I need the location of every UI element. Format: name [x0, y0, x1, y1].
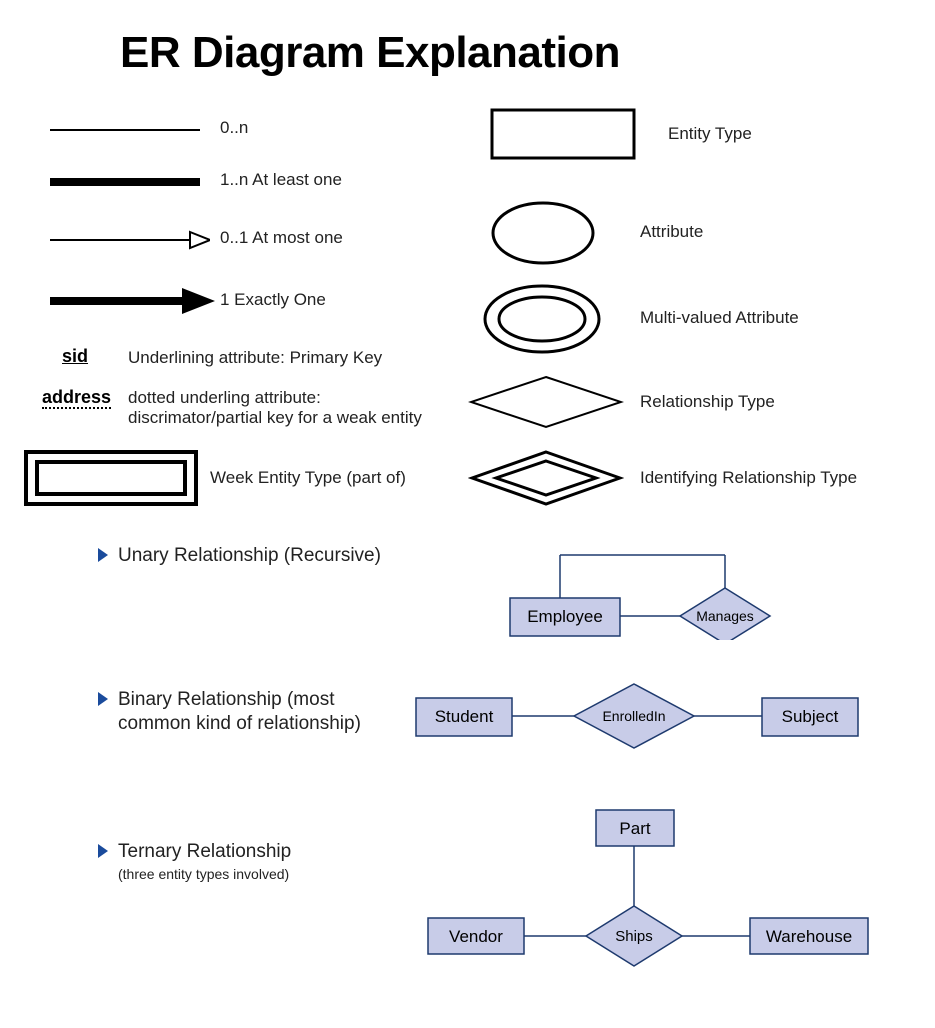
label-one: 1 Exactly One: [220, 290, 326, 310]
relationship-diamond-icon: [468, 374, 624, 430]
svg-text:Student: Student: [435, 707, 494, 726]
weak-entity-label: Week Entity Type (part of): [210, 468, 406, 488]
identifying-relationship-icon: [468, 448, 624, 508]
unary-diagram: Employee Manages: [460, 520, 780, 640]
unary-title: Unary Relationship (Recursive): [118, 544, 381, 568]
bullet-icon: [98, 844, 108, 858]
address-label-1: dotted underling attribute:: [128, 388, 422, 408]
line-zero-n-icon: [50, 120, 200, 140]
page-title: ER Diagram Explanation: [120, 28, 620, 78]
svg-text:Subject: Subject: [782, 707, 839, 726]
address-label-2: discrimator/partial key for a weak entit…: [128, 408, 422, 428]
arrow-zero-one-icon: [50, 228, 210, 252]
multi-attribute-label: Multi-valued Attribute: [640, 308, 799, 328]
binary-title-1: Binary Relationship (most: [118, 688, 361, 712]
svg-text:Warehouse: Warehouse: [766, 927, 852, 946]
binary-diagram: Student EnrolledIn Subject: [398, 676, 878, 756]
weak-entity-icon: [22, 448, 200, 508]
binary-title-2: common kind of relationship): [118, 712, 361, 736]
ternary-title: Ternary Relationship: [118, 840, 291, 864]
ternary-subtitle: (three entity types involved): [118, 866, 291, 882]
line-one-n-icon: [50, 172, 200, 192]
identifying-relationship-label: Identifying Relationship Type: [640, 468, 857, 488]
label-zero-one: 0..1 At most one: [220, 228, 343, 248]
label-one-n: 1..n At least one: [220, 170, 342, 190]
multi-attribute-ellipse-icon: [480, 282, 604, 356]
entity-rect-icon: [490, 108, 636, 160]
address-symbol: address: [42, 388, 111, 409]
sid-label: Underlining attribute: Primary Key: [128, 348, 382, 368]
sid-symbol: sid: [62, 346, 88, 367]
bullet-icon: [98, 692, 108, 706]
ternary-diagram: Part Vendor Ships Warehouse: [398, 796, 898, 986]
bullet-icon: [98, 548, 108, 562]
svg-text:Employee: Employee: [527, 607, 603, 626]
svg-text:Manages: Manages: [696, 608, 754, 624]
entity-label: Entity Type: [668, 124, 752, 144]
svg-text:EnrolledIn: EnrolledIn: [602, 708, 665, 724]
svg-text:Part: Part: [619, 819, 650, 838]
attribute-label: Attribute: [640, 222, 703, 242]
arrow-one-icon: [50, 286, 215, 316]
svg-text:Ships: Ships: [615, 928, 653, 945]
attribute-ellipse-icon: [488, 198, 598, 268]
page: ER Diagram Explanation 0..n 1..n At leas…: [0, 0, 935, 1028]
label-zero-n: 0..n: [220, 118, 248, 138]
relationship-label: Relationship Type: [640, 392, 775, 412]
svg-text:Vendor: Vendor: [449, 927, 503, 946]
